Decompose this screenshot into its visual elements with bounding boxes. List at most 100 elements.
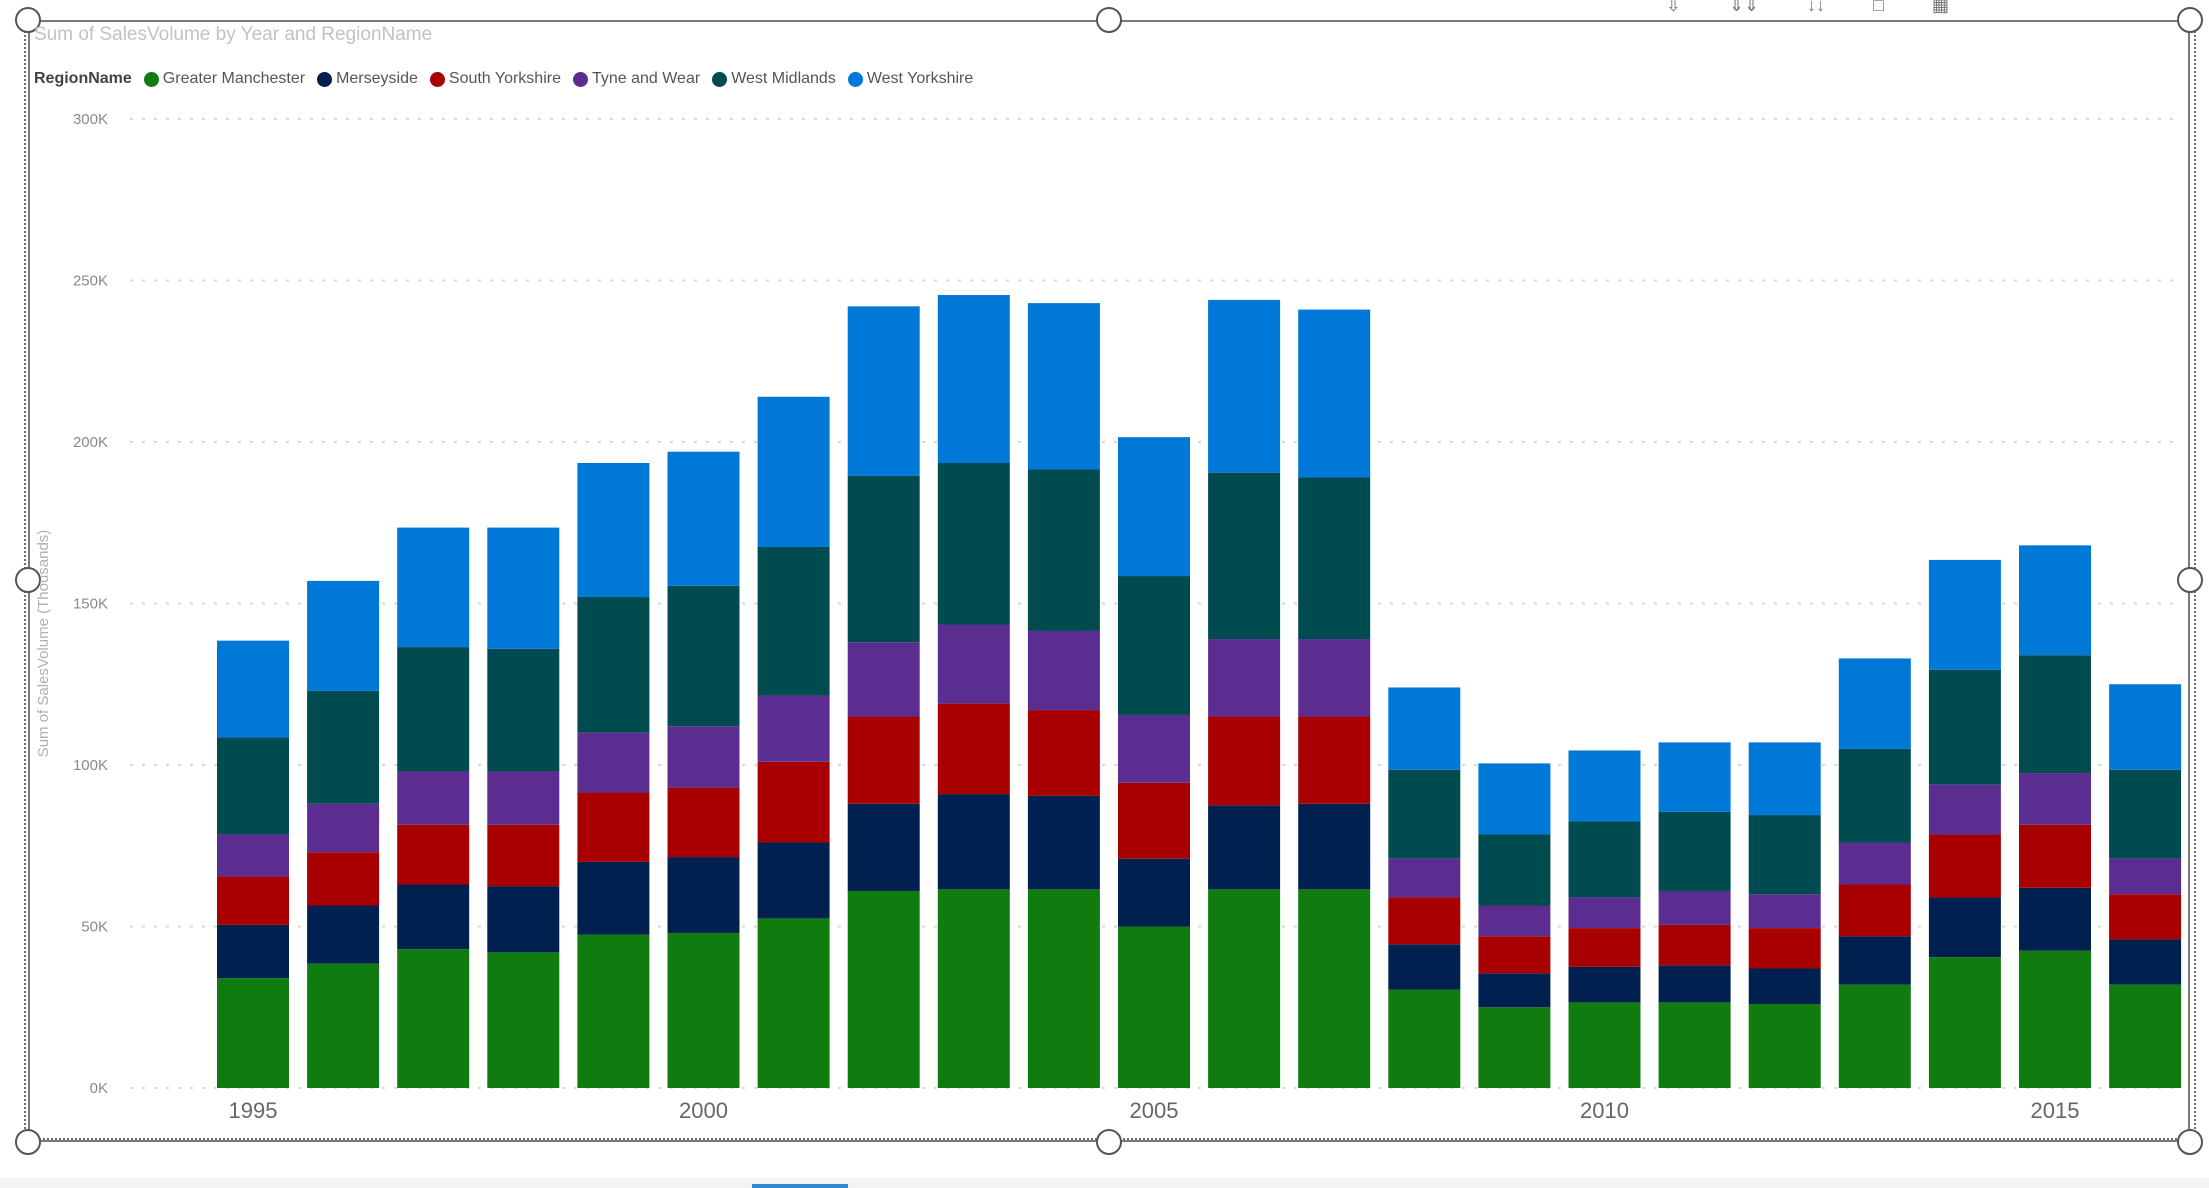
more-options-icon[interactable]: ▦ [1931, 0, 1949, 14]
bar-segment[interactable] [1208, 805, 1281, 890]
bar-segment[interactable] [1748, 928, 1821, 969]
bar-segment[interactable] [1118, 858, 1190, 927]
bar-segment[interactable] [1208, 472, 1281, 640]
bar-segment[interactable] [1298, 803, 1371, 890]
bar-segment[interactable] [217, 640, 289, 738]
bar-segment[interactable] [1748, 742, 1821, 816]
bar-segment[interactable] [937, 703, 1010, 795]
bar-segment[interactable] [577, 462, 650, 598]
bar-segment[interactable] [577, 934, 650, 1088]
bar-segment[interactable] [397, 647, 470, 772]
resize-handle-left[interactable] [15, 567, 41, 593]
bar-segment[interactable] [1838, 984, 1911, 1088]
bar-segment[interactable] [847, 475, 920, 643]
bar-segment[interactable] [487, 886, 560, 953]
bar-segment[interactable] [217, 834, 289, 877]
bar-segment[interactable] [667, 932, 740, 1088]
bar-segment[interactable] [487, 771, 560, 825]
resize-handle-top-left[interactable] [15, 7, 41, 33]
bar-segment[interactable] [1838, 658, 1911, 749]
bar-segment[interactable] [217, 876, 289, 925]
bar-segment[interactable] [2019, 545, 2091, 656]
bar-segment[interactable] [397, 771, 470, 825]
bar-segment[interactable] [1298, 639, 1371, 717]
bar-segment[interactable] [1118, 437, 1190, 577]
bar-segment[interactable] [2019, 824, 2091, 888]
bar-segment[interactable] [487, 648, 560, 772]
legend-item[interactable]: West Midlands [712, 70, 836, 88]
bar-segment[interactable] [1118, 714, 1190, 783]
bar-segment[interactable] [937, 889, 1010, 1088]
bar-segment[interactable] [2109, 939, 2182, 985]
bar-segment[interactable] [217, 737, 289, 835]
bar-segment[interactable] [1118, 926, 1190, 1089]
bar-segment[interactable] [2109, 984, 2182, 1088]
expand-all-icon[interactable]: ↓↓ [1807, 0, 1826, 14]
bar-segment[interactable] [757, 842, 830, 919]
bar-segment[interactable] [1568, 966, 1641, 1003]
bar-segment[interactable] [577, 792, 650, 862]
bar-segment[interactable] [937, 794, 1010, 890]
focus-mode-icon[interactable]: □ [1873, 0, 1884, 14]
bar-segment[interactable] [1478, 1007, 1551, 1088]
bar-segment[interactable] [1298, 309, 1371, 478]
bar-segment[interactable] [397, 884, 470, 950]
bar-segment[interactable] [217, 924, 289, 979]
bar-segment[interactable] [1118, 782, 1190, 859]
bar-segment[interactable] [2019, 950, 2091, 1088]
bar-segment[interactable] [1928, 957, 2001, 1088]
bar-segment[interactable] [1027, 303, 1100, 470]
active-page-tab[interactable] [752, 1184, 848, 1188]
bar-segment[interactable] [757, 761, 830, 843]
resize-handle-right[interactable] [2177, 567, 2203, 593]
bar-segment[interactable] [2019, 887, 2091, 951]
bar-segment[interactable] [1208, 299, 1281, 473]
bar-segment[interactable] [1298, 716, 1371, 804]
bar-segment[interactable] [1388, 769, 1461, 859]
resize-handle-bottom-left[interactable] [15, 1129, 41, 1155]
bar-segment[interactable] [1118, 576, 1190, 715]
bar-segment[interactable] [757, 695, 830, 762]
bar-segment[interactable] [847, 716, 920, 804]
legend-item[interactable]: Merseyside [317, 70, 418, 88]
bar-segment[interactable] [667, 451, 740, 586]
bar-segment[interactable] [1568, 897, 1641, 929]
bar-segment[interactable] [1298, 477, 1371, 640]
bar-segment[interactable] [307, 905, 380, 964]
bar-segment[interactable] [487, 952, 560, 1088]
bar-segment[interactable] [1748, 815, 1821, 895]
bar-segment[interactable] [1658, 1002, 1731, 1088]
bar-segment[interactable] [937, 462, 1010, 625]
bar-segment[interactable] [2109, 858, 2182, 895]
bar-segment[interactable] [1208, 889, 1281, 1088]
resize-handle-bottom-right[interactable] [2177, 1129, 2203, 1155]
bar-segment[interactable] [1838, 884, 1911, 937]
bar-segment[interactable] [217, 978, 289, 1088]
bar-segment[interactable] [1027, 710, 1100, 796]
legend-item[interactable]: South Yorkshire [429, 70, 561, 88]
bar-segment[interactable] [397, 824, 470, 885]
bar-segment[interactable] [2019, 773, 2091, 825]
legend-item[interactable]: Greater Manchester [143, 70, 305, 88]
drill-down-icon[interactable]: ⇓⇓ [1728, 0, 1760, 14]
resize-handle-top-right[interactable] [2177, 7, 2203, 33]
bar-segment[interactable] [847, 642, 920, 717]
bar-segment[interactable] [1388, 944, 1461, 990]
bar-segment[interactable] [1388, 687, 1461, 770]
bar-segment[interactable] [1208, 639, 1281, 717]
bar-segment[interactable] [757, 918, 830, 1088]
bar-segment[interactable] [397, 527, 470, 648]
bar-segment[interactable] [667, 585, 740, 727]
bar-segment[interactable] [1658, 890, 1731, 925]
legend-item[interactable]: West Yorkshire [847, 70, 973, 88]
bar-segment[interactable] [1388, 989, 1461, 1088]
bar-segment[interactable] [1838, 936, 1911, 985]
bar-segment[interactable] [2109, 769, 2182, 859]
bar-segment[interactable] [397, 949, 470, 1088]
resize-handle-top[interactable] [1096, 7, 1122, 33]
bar-segment[interactable] [1928, 784, 2001, 835]
bar-segment[interactable] [1027, 795, 1100, 890]
bar-segment[interactable] [667, 787, 740, 858]
bar-segment[interactable] [757, 396, 830, 547]
bar-segment[interactable] [1658, 924, 1731, 966]
